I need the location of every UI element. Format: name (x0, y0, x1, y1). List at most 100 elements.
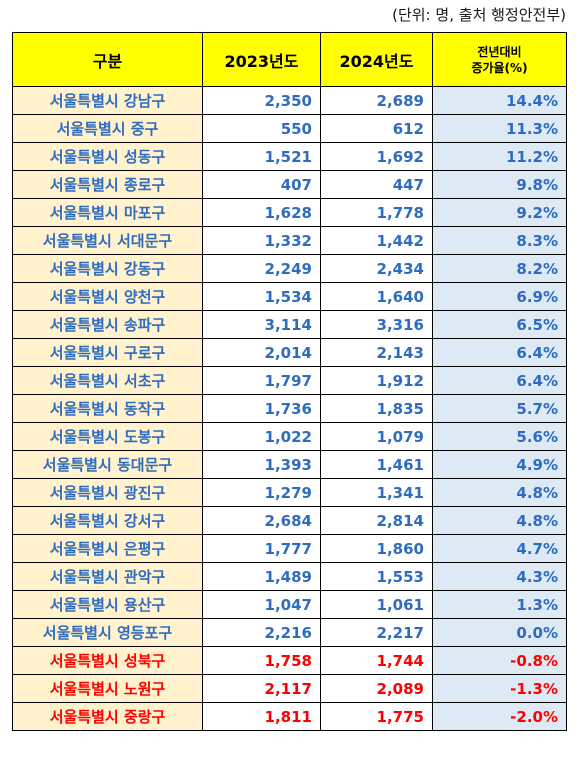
growth-rate-cell: -2.0% (432, 702, 567, 731)
table-row: 서울특별시 중랑구 1,811 1,775 -2.0% (12, 702, 567, 731)
value-2024-cell: 2,089 (320, 674, 433, 703)
value-2023-cell: 2,216 (202, 618, 321, 647)
region-cell: 서울특별시 중랑구 (12, 702, 203, 731)
region-cell: 서울특별시 마포구 (12, 198, 203, 227)
table-row: 서울특별시 용산구 1,047 1,061 1.3% (12, 590, 567, 619)
growth-rate-cell: 4.9% (432, 450, 567, 479)
value-2023-cell: 1,736 (202, 394, 321, 423)
region-cell: 서울특별시 관악구 (12, 562, 203, 591)
region-cell: 서울특별시 도봉구 (12, 422, 203, 451)
growth-rate-cell: 6.9% (432, 282, 567, 311)
value-2023-cell: 1,279 (202, 478, 321, 507)
value-2023-cell: 2,684 (202, 506, 321, 535)
growth-rate-cell: 8.2% (432, 254, 567, 283)
value-2024-cell: 1,860 (320, 534, 433, 563)
table-row: 서울특별시 강남구 2,350 2,689 14.4% (12, 86, 567, 115)
table-row: 서울특별시 서대문구 1,332 1,442 8.3% (12, 226, 567, 255)
region-cell: 서울특별시 강남구 (12, 86, 203, 115)
header-growth-rate: 전년대비 증가율(%) (432, 32, 567, 87)
header-region: 구분 (12, 32, 203, 87)
growth-rate-cell: 9.2% (432, 198, 567, 227)
region-cell: 서울특별시 성동구 (12, 142, 203, 171)
table-row: 서울특별시 구로구 2,014 2,143 6.4% (12, 338, 567, 367)
growth-rate-cell: 5.6% (432, 422, 567, 451)
region-cell: 서울특별시 동대문구 (12, 450, 203, 479)
region-cell: 서울특별시 양천구 (12, 282, 203, 311)
growth-rate-cell: 11.2% (432, 142, 567, 171)
value-2023-cell: 1,797 (202, 366, 321, 395)
unit-source-note: (단위: 명, 출처 행정안전부) (392, 6, 566, 24)
value-2023-cell: 1,521 (202, 142, 321, 171)
value-2024-cell: 2,689 (320, 86, 433, 115)
region-cell: 서울특별시 노원구 (12, 674, 203, 703)
table-row: 서울특별시 강서구 2,684 2,814 4.8% (12, 506, 567, 535)
value-2024-cell: 1,341 (320, 478, 433, 507)
growth-rate-cell: 1.3% (432, 590, 567, 619)
value-2023-cell: 1,534 (202, 282, 321, 311)
table-row: 서울특별시 성동구 1,521 1,692 11.2% (12, 142, 567, 171)
value-2023-cell: 1,393 (202, 450, 321, 479)
table-row: 서울특별시 도봉구 1,022 1,079 5.6% (12, 422, 567, 451)
value-2024-cell: 1,061 (320, 590, 433, 619)
growth-rate-cell: 8.3% (432, 226, 567, 255)
value-2023-cell: 2,014 (202, 338, 321, 367)
value-2023-cell: 1,777 (202, 534, 321, 563)
value-2024-cell: 1,775 (320, 702, 433, 731)
table-header: 구분 2023년도 2024년도 전년대비 증가율(%) (12, 32, 567, 87)
table-row: 서울특별시 송파구 3,114 3,316 6.5% (12, 310, 567, 339)
value-2024-cell: 1,442 (320, 226, 433, 255)
growth-rate-cell: 9.8% (432, 170, 567, 199)
table-body: 서울특별시 강남구 2,350 2,689 14.4% 서울특별시 중구 550 612 11… (12, 86, 567, 731)
region-cell: 서울특별시 동작구 (12, 394, 203, 423)
value-2024-cell: 2,814 (320, 506, 433, 535)
value-2024-cell: 1,079 (320, 422, 433, 451)
table-row: 서울특별시 종로구 407 447 9.8% (12, 170, 567, 199)
region-cell: 서울특별시 은평구 (12, 534, 203, 563)
growth-rate-cell: 4.3% (432, 562, 567, 591)
value-2024-cell: 1,912 (320, 366, 433, 395)
value-2024-cell: 3,316 (320, 310, 433, 339)
value-2024-cell: 1,744 (320, 646, 433, 675)
table-row: 서울특별시 중구 550 612 11.3% (12, 114, 567, 143)
header-2024: 2024년도 (320, 32, 433, 87)
region-cell: 서울특별시 중구 (12, 114, 203, 143)
region-cell: 서울특별시 서대문구 (12, 226, 203, 255)
region-cell: 서울특별시 성북구 (12, 646, 203, 675)
value-2023-cell: 1,489 (202, 562, 321, 591)
growth-rate-cell: 4.8% (432, 478, 567, 507)
value-2023-cell: 1,047 (202, 590, 321, 619)
growth-rate-cell: -1.3% (432, 674, 567, 703)
region-cell: 서울특별시 강동구 (12, 254, 203, 283)
value-2024-cell: 1,553 (320, 562, 433, 591)
value-2023-cell: 2,249 (202, 254, 321, 283)
region-cell: 서울특별시 구로구 (12, 338, 203, 367)
value-2023-cell: 1,022 (202, 422, 321, 451)
growth-rate-cell: -0.8% (432, 646, 567, 675)
table-row: 서울특별시 마포구 1,628 1,778 9.2% (12, 198, 567, 227)
value-2023-cell: 3,114 (202, 310, 321, 339)
growth-rate-cell: 6.5% (432, 310, 567, 339)
table-row: 서울특별시 서초구 1,797 1,912 6.4% (12, 366, 567, 395)
region-cell: 서울특별시 용산구 (12, 590, 203, 619)
value-2023-cell: 1,811 (202, 702, 321, 731)
value-2024-cell: 1,778 (320, 198, 433, 227)
header-2023: 2023년도 (202, 32, 321, 87)
value-2024-cell: 612 (320, 114, 433, 143)
value-2023-cell: 1,332 (202, 226, 321, 255)
table-row: 서울특별시 성북구 1,758 1,744 -0.8% (12, 646, 567, 675)
growth-rate-cell: 14.4% (432, 86, 567, 115)
growth-rate-cell: 11.3% (432, 114, 567, 143)
table-row: 서울특별시 동대문구 1,393 1,461 4.9% (12, 450, 567, 479)
value-2024-cell: 1,692 (320, 142, 433, 171)
growth-rate-cell: 5.7% (432, 394, 567, 423)
growth-rate-cell: 6.4% (432, 366, 567, 395)
table-row: 서울특별시 광진구 1,279 1,341 4.8% (12, 478, 567, 507)
growth-rate-cell: 6.4% (432, 338, 567, 367)
region-cell: 서울특별시 종로구 (12, 170, 203, 199)
value-2023-cell: 1,758 (202, 646, 321, 675)
table-row: 서울특별시 강동구 2,249 2,434 8.2% (12, 254, 567, 283)
table-row: 서울특별시 은평구 1,777 1,860 4.7% (12, 534, 567, 563)
header-growth-rate-line2: 증가율(%) (471, 60, 528, 75)
value-2024-cell: 1,835 (320, 394, 433, 423)
table-row: 서울특별시 관악구 1,489 1,553 4.3% (12, 562, 567, 591)
